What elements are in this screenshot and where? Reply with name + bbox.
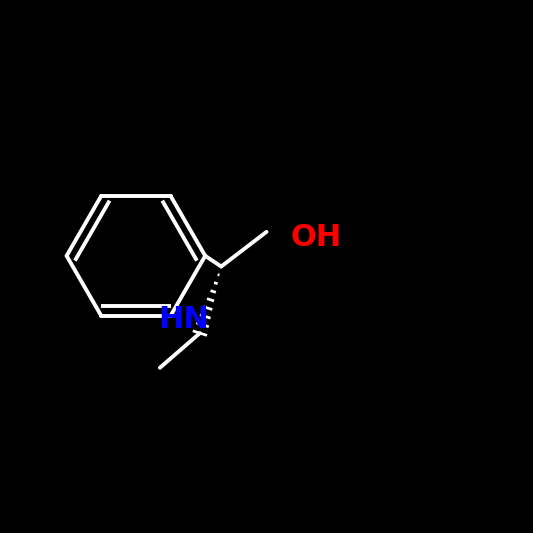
Text: HN: HN	[158, 305, 209, 334]
Text: OH: OH	[290, 223, 342, 252]
